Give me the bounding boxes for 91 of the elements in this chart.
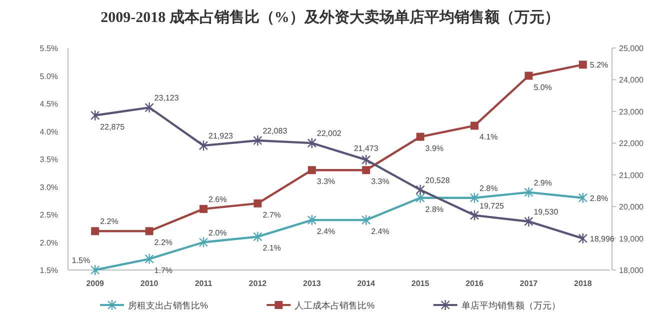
data-label: 22,083 [262,126,288,136]
point [578,232,588,244]
data-label: 3.3% [371,177,390,186]
data-label: 22,002 [316,129,342,138]
point [362,166,370,174]
x-tick-label: 2010 [140,279,159,288]
data-label: 2.9% [534,178,552,188]
y-tick-label: 4.0% [40,127,58,136]
point [91,227,100,236]
point [144,253,154,264]
y2-tick-label: 18,000 [619,266,644,275]
data-label: 2.8% [480,184,498,193]
point [198,140,208,152]
point [362,154,371,166]
x-tick-label: 2018 [574,279,592,288]
title: 2009-2018 成本占销售比（%）及外资大卖场单店平均销售额（万元） [100,10,560,26]
point [362,214,371,226]
x-tick-label: 2013 [303,279,322,288]
point [416,192,425,204]
y-tick-label: 1.5% [40,266,58,275]
data-label: 3.3% [316,177,336,186]
y2-tick-label: 19,000 [619,234,644,244]
y-tick-label: 5.5% [40,44,58,53]
point [200,204,208,213]
legend-label: 单店平均销售额（万元） [461,300,560,310]
point [145,227,154,236]
data-label: 2.7% [262,210,281,220]
data-label: 19,725 [480,201,505,210]
point [470,210,480,221]
point [307,137,316,149]
data-label: 2.8% [590,194,608,203]
data-label: 3.9% [425,144,444,153]
point [524,72,533,80]
point [198,236,208,248]
y2-tick-label: 21,000 [619,170,644,180]
x-tick-label: 2015 [411,279,430,288]
data-label: 5.0% [534,82,552,92]
legend-label: 房租支出占销售比% [128,300,208,310]
point [578,60,587,69]
data-label: 2.6% [208,194,227,204]
data-label: 21,923 [208,132,234,141]
data-label: 2.1% [262,244,281,253]
y2-tick-label: 20,000 [619,202,644,212]
data-label: 1.5% [72,256,90,265]
point [307,214,316,226]
data-label: 2.8% [425,204,444,214]
y-tick-label: 5.0% [40,72,58,81]
point [253,231,262,242]
y-tick-label: 2.5% [40,210,58,220]
point [524,186,534,198]
data-label: 21,473 [354,144,379,153]
legend-label: 人工成本占销售比% [294,300,375,310]
data-label: 23,123 [154,94,180,103]
y-tick-label: 4.5% [40,100,58,108]
y2-tick-label: 23,000 [619,107,644,116]
y2-tick-label: 22,000 [619,139,644,148]
point [470,192,480,204]
x-tick-label: 2016 [466,279,484,288]
data-label: 18,996 [590,234,615,244]
y2-tick-label: 24,000 [619,76,644,85]
data-label: 2.0% [208,228,227,238]
point [253,134,262,146]
x-tick-label: 2014 [357,279,376,288]
point [470,122,478,130]
y-tick-label: 3.0% [40,182,58,192]
data-label: 1.7% [154,266,173,275]
x-tick-label: 2012 [248,279,268,288]
data-label: 2.4% [371,227,390,236]
data-label: 5.2% [590,60,608,70]
point [578,192,588,204]
x-tick-label: 2009 [86,279,105,288]
data-label: 2.2% [154,238,173,248]
y-tick-label: 3.5% [40,155,58,164]
data-label: 20,528 [425,176,450,185]
x-tick-label: 2011 [194,279,213,288]
point [524,216,534,228]
y-tick-label: 2.0% [40,238,58,248]
point [416,184,425,196]
y2-tick-label: 25,000 [619,44,644,53]
point [308,166,316,174]
data-label: 19,530 [534,207,559,216]
point [416,132,424,141]
point [144,102,154,114]
data-label: 4.1% [480,132,498,142]
data-label: 22,875 [100,122,126,132]
data-label: 2.4% [316,227,336,236]
data-label: 2.2% [100,217,118,226]
point [254,199,262,208]
point [90,110,100,121]
point [90,264,100,276]
x-tick-label: 2017 [520,279,538,288]
